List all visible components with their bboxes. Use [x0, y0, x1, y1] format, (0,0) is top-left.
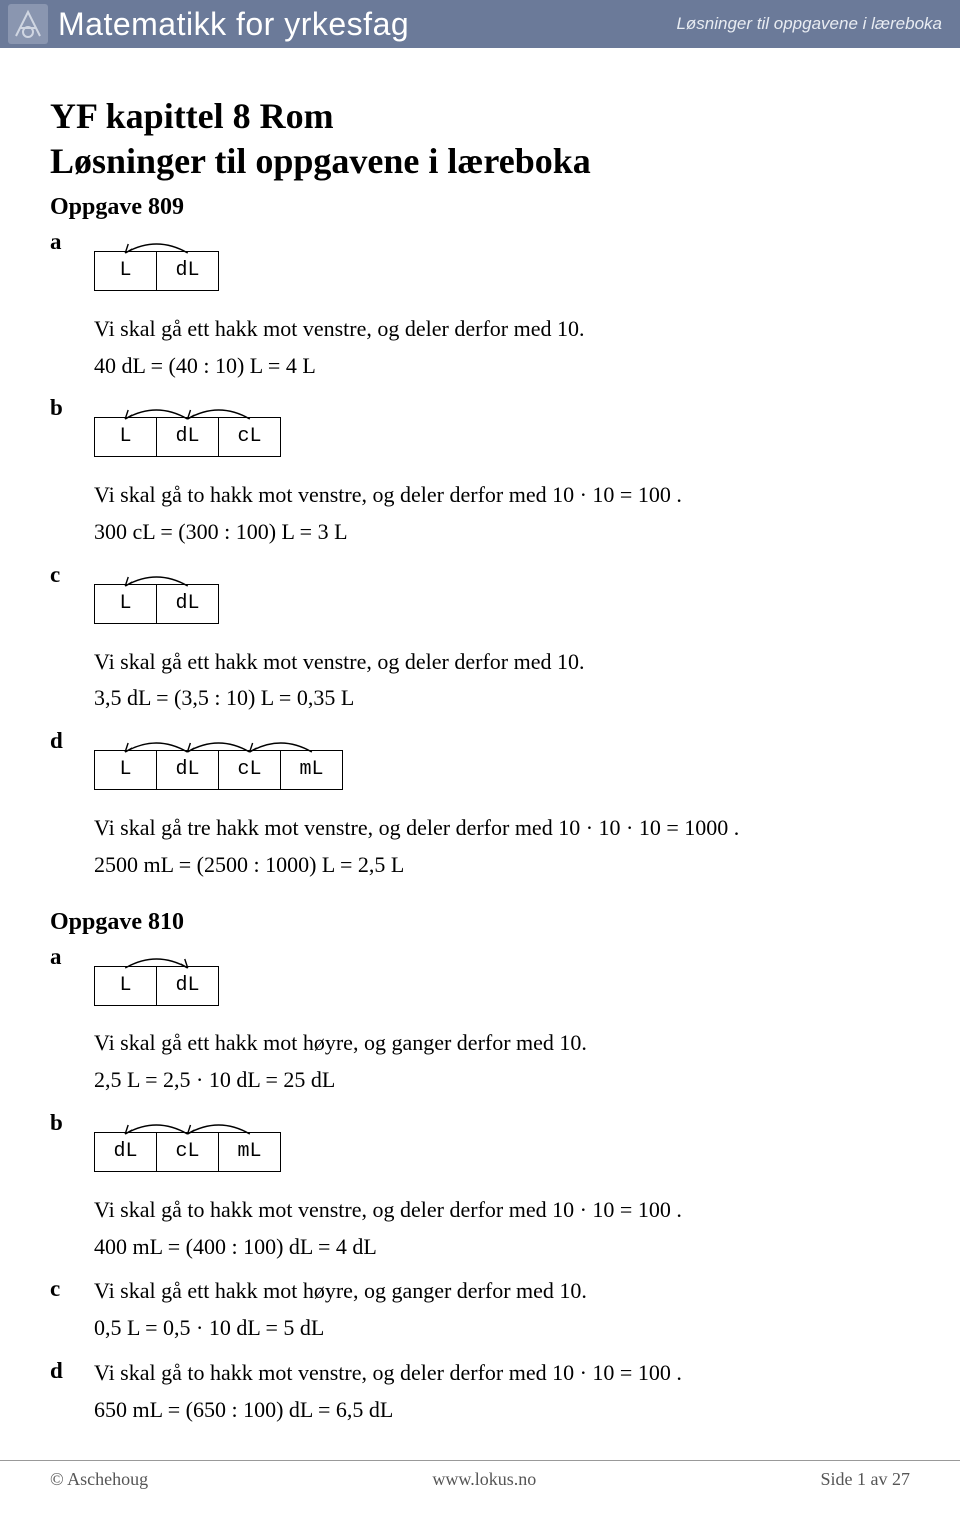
page-content: YF kapittel 8 Rom Løsninger til oppgaven… — [0, 48, 960, 1432]
explain-text: Vi skal gå tre hakk mot venstre, og dele… — [94, 813, 910, 844]
part-810-a: a LdL Vi skal gå ett hakk mot høyre, og … — [50, 938, 910, 1102]
part-label: a — [50, 938, 94, 970]
oppgave-810-title: Oppgave 810 — [50, 909, 910, 936]
unit-cell: dL — [157, 252, 219, 291]
title-line1: YF kapittel 8 Rom — [50, 96, 334, 136]
equation: 0,5 L = 0,5 · 10 dL = 5 dL — [94, 1313, 910, 1344]
header-left: Matematikk for yrkesfag — [8, 4, 409, 44]
title-line2: Løsninger til oppgavene i læreboka — [50, 141, 591, 181]
unit-cell: cL — [219, 751, 281, 790]
unit-cell: mL — [219, 1132, 281, 1171]
oppgave-809-title: Oppgave 809 — [50, 194, 910, 221]
unit-table-809a: LdL — [94, 251, 219, 291]
part-809-b: b LdLcL Vi skal gå to hakk mot venstre, … — [50, 389, 910, 553]
part-label: d — [50, 1352, 94, 1384]
part-label: c — [50, 1270, 94, 1302]
unit-cell: L — [95, 418, 157, 457]
footer-center: www.lokus.no — [432, 1469, 536, 1490]
explain-text: Vi skal gå ett hakk mot venstre, og dele… — [94, 647, 910, 678]
equation: 3,5 dL = (3,5 : 10) L = 0,35 L — [94, 683, 910, 714]
part-label: c — [50, 556, 94, 588]
equation: 2500 mL = (2500 : 1000) L = 2,5 L — [94, 850, 910, 881]
unit-cell: dL — [95, 1132, 157, 1171]
part-label: a — [50, 223, 94, 255]
unit-cell: mL — [281, 751, 343, 790]
part-810-d: d Vi skal gå to hakk mot venstre, og del… — [50, 1352, 910, 1432]
footer-right: Side 1 av 27 — [820, 1469, 910, 1490]
part-label: d — [50, 722, 94, 754]
part-label: b — [50, 1104, 94, 1136]
unit-cell: cL — [219, 418, 281, 457]
explain-text: Vi skal gå ett hakk mot venstre, og dele… — [94, 314, 910, 345]
equation: 400 mL = (400 : 100) dL = 4 dL — [94, 1232, 910, 1263]
page-title: YF kapittel 8 Rom Løsninger til oppgaven… — [50, 94, 910, 184]
unit-cell: L — [95, 252, 157, 291]
logo-icon — [8, 4, 48, 44]
header-bar: Matematikk for yrkesfag Løsninger til op… — [0, 0, 960, 48]
unit-cell: dL — [157, 966, 219, 1005]
explain-text: Vi skal gå ett hakk mot høyre, og ganger… — [94, 1276, 910, 1307]
header-subtitle: Løsninger til oppgavene i læreboka — [676, 14, 942, 34]
explain-text: Vi skal gå to hakk mot venstre, og deler… — [94, 1195, 910, 1226]
unit-cell: dL — [157, 584, 219, 623]
part-810-c: c Vi skal gå ett hakk mot høyre, og gang… — [50, 1270, 910, 1350]
unit-table-809b: LdLcL — [94, 417, 281, 457]
footer: © Aschehoug www.lokus.no Side 1 av 27 — [0, 1460, 960, 1490]
equation: 300 cL = (300 : 100) L = 3 L — [94, 517, 910, 548]
unit-table-810b: dLcLmL — [94, 1132, 281, 1172]
equation: 2,5 L = 2,5 · 10 dL = 25 dL — [94, 1065, 910, 1096]
unit-cell: L — [95, 751, 157, 790]
explain-text: Vi skal gå ett hakk mot høyre, og ganger… — [94, 1028, 910, 1059]
unit-table-809c: LdL — [94, 584, 219, 624]
part-810-b: b dLcLmL Vi skal gå to hakk mot venstre,… — [50, 1104, 910, 1268]
unit-cell: L — [95, 584, 157, 623]
explain-text: Vi skal gå to hakk mot venstre, og deler… — [94, 480, 910, 511]
unit-table-809d: LdLcLmL — [94, 750, 343, 790]
unit-cell: L — [95, 966, 157, 1005]
part-809-a: a LdL Vi skal gå ett hakk mot venstre, o… — [50, 223, 910, 387]
footer-left: © Aschehoug — [50, 1469, 148, 1490]
part-label: b — [50, 389, 94, 421]
part-809-c: c LdL Vi skal gå ett hakk mot venstre, o… — [50, 556, 910, 720]
part-809-d: d LdLcLmL Vi skal gå tre hakk mot venstr… — [50, 722, 910, 886]
equation: 650 mL = (650 : 100) dL = 6,5 dL — [94, 1395, 910, 1426]
unit-table-810a: LdL — [94, 966, 219, 1006]
equation: 40 dL = (40 : 10) L = 4 L — [94, 351, 910, 382]
unit-cell: dL — [157, 751, 219, 790]
explain-text: Vi skal gå to hakk mot venstre, og deler… — [94, 1358, 910, 1389]
unit-cell: cL — [157, 1132, 219, 1171]
unit-cell: dL — [157, 418, 219, 457]
header-title: Matematikk for yrkesfag — [58, 6, 409, 43]
